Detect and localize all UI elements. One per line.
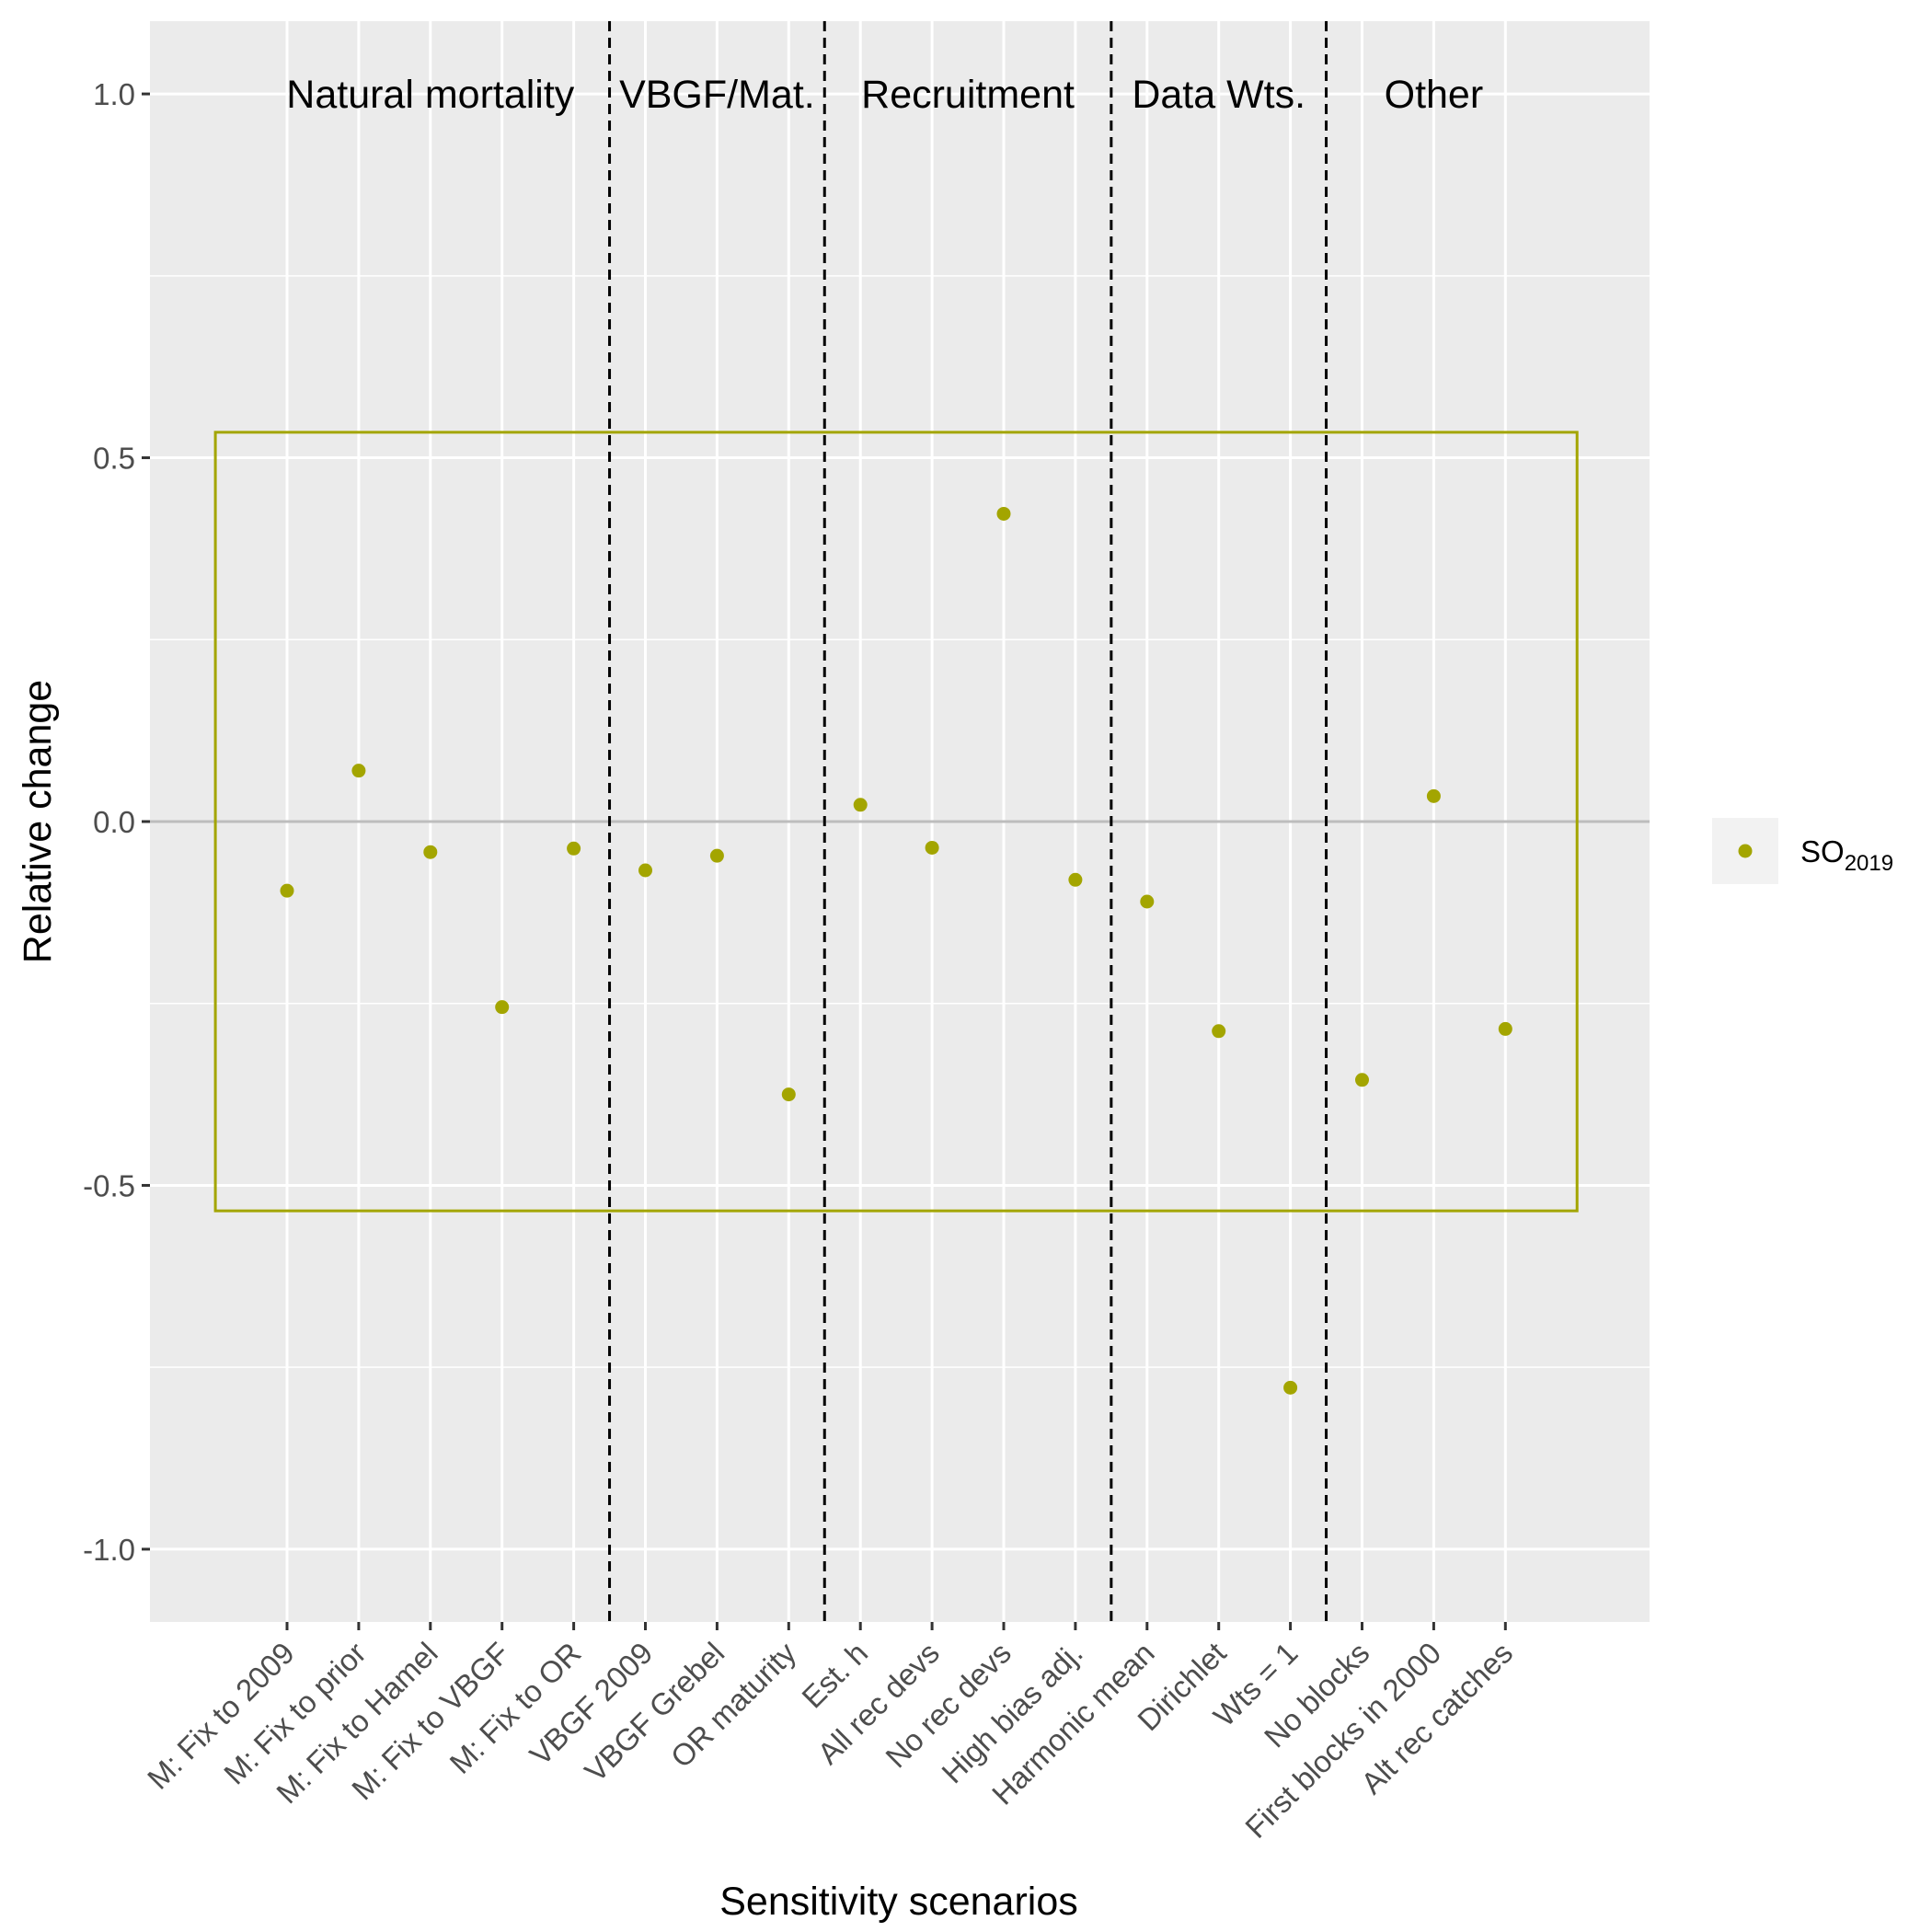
data-point: [1498, 1021, 1512, 1036]
data-point: [709, 848, 724, 863]
legend-label-main: SO: [1800, 834, 1845, 868]
x-axis-title: Sensitivity scenarios: [719, 1880, 1078, 1924]
data-point: [280, 883, 294, 898]
group-label: VBGF/Mat.: [619, 73, 815, 117]
data-point: [1426, 788, 1441, 803]
data-point: [1068, 872, 1083, 887]
group-dividers: [608, 21, 1328, 1622]
data-point: [853, 798, 868, 812]
data-point: [1355, 1073, 1369, 1087]
data-point: [495, 1000, 510, 1015]
group-label: Natural mortality: [286, 73, 575, 117]
data-point: [781, 1087, 796, 1102]
y-axis-title: Relative change: [16, 680, 60, 963]
data-point: [423, 845, 438, 859]
y-tick-label: 0.5: [93, 442, 135, 476]
group-label: Recruitment: [861, 73, 1075, 117]
group-labels: Natural mortality VBGF/Mat. Recruitment Dat…: [286, 73, 1483, 117]
data-point: [567, 841, 581, 856]
legend: SO2019: [1712, 818, 1893, 884]
reference-box: [213, 431, 1579, 1213]
legend-label: SO2019: [1800, 834, 1893, 876]
y-axis: -1.0 -0.5 0.0 0.5 1.0: [83, 77, 150, 1567]
grid-minor: [150, 275, 1650, 1368]
data-points: [280, 506, 1512, 1395]
y-tick-label: -0.5: [83, 1168, 135, 1202]
group-label: Data Wts.: [1132, 73, 1305, 117]
legend-point: [1738, 844, 1753, 858]
data-point: [351, 764, 366, 778]
y-tick-label: 1.0: [93, 77, 135, 111]
legend-label-subscript: 2019: [1845, 851, 1893, 876]
data-point: [1140, 894, 1155, 909]
data-point: [1212, 1024, 1226, 1039]
data-point: [925, 840, 939, 855]
data-point: [638, 863, 652, 878]
data-point: [1283, 1380, 1298, 1395]
data-point: [996, 506, 1011, 521]
y-tick-label: 0.0: [93, 805, 135, 839]
y-tick-label: -1.0: [83, 1533, 135, 1567]
group-label: Other: [1385, 73, 1484, 117]
